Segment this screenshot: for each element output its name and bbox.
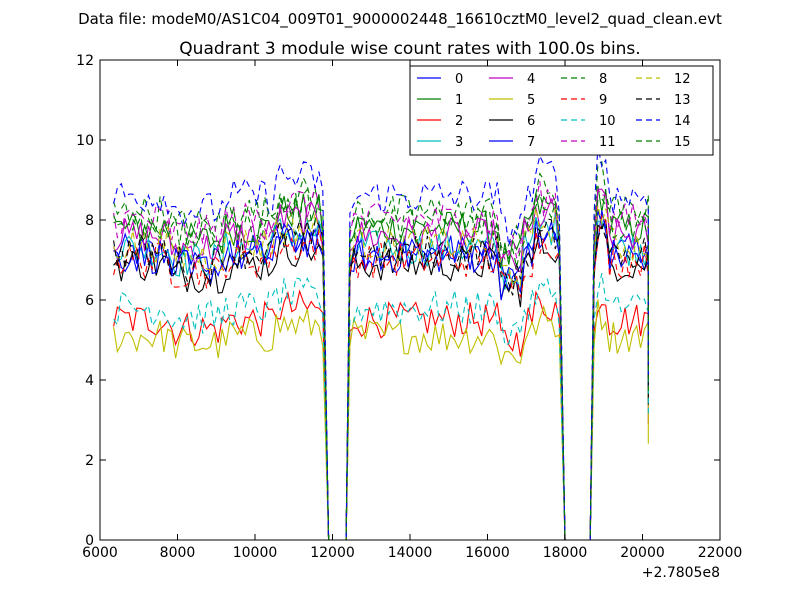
series-line-15 (113, 188, 649, 540)
series-line-5 (113, 299, 649, 540)
y-tick-label: 2 (85, 453, 94, 469)
series-line-12 (113, 205, 649, 540)
legend-label-9: 9 (599, 93, 607, 108)
series-line-1 (113, 185, 649, 540)
x-tick-label: 10000 (233, 545, 278, 561)
legend-label-5: 5 (527, 93, 535, 108)
x-tick-label: 16000 (465, 545, 510, 561)
legend-label-12: 12 (674, 72, 691, 87)
y-tick-label: 8 (85, 213, 94, 229)
series-line-4 (113, 188, 649, 540)
legend-label-10: 10 (599, 114, 616, 129)
series-line-13 (113, 218, 649, 540)
series-line-3 (113, 212, 649, 540)
legend-label-15: 15 (674, 135, 691, 150)
legend-label-1: 1 (455, 93, 463, 108)
x-tick-label: 14000 (388, 545, 433, 561)
series-line-11 (113, 181, 649, 540)
legend-label-7: 7 (527, 135, 535, 150)
series-line-10 (113, 272, 649, 540)
legend-label-14: 14 (674, 114, 691, 129)
y-tick-label: 0 (85, 533, 94, 549)
legend-label-11: 11 (599, 135, 616, 150)
series-line-14 (113, 145, 649, 540)
x-tick-label: 22000 (698, 545, 743, 561)
x-tick-label: 12000 (310, 545, 355, 561)
x-tick-label: 8000 (160, 545, 196, 561)
y-tick-label: 10 (76, 133, 94, 149)
y-tick-label: 12 (76, 53, 94, 69)
legend-label-8: 8 (599, 72, 607, 87)
legend-label-3: 3 (455, 135, 463, 150)
y-tick-label: 6 (85, 293, 94, 309)
y-tick-label: 4 (85, 373, 94, 389)
series-line-9 (113, 214, 649, 540)
legend-box (409, 65, 714, 156)
legend-label-2: 2 (455, 114, 463, 129)
series-layer (113, 145, 649, 540)
series-line-6 (113, 219, 649, 540)
x-offset-label: +2.7805e8 (642, 565, 720, 581)
chart-title: Quadrant 3 module wise count rates with … (179, 39, 640, 59)
legend-label-0: 0 (455, 72, 463, 87)
suptitle: Data file: modeM0/AS1C04_009T01_90000024… (78, 10, 722, 29)
legend-label-4: 4 (527, 72, 535, 87)
ticks-layer: 6000 8000 10000 12000 14000 16000 18000 20000 22… (76, 53, 742, 561)
x-tick-label: 6000 (82, 545, 118, 561)
x-tick-label: 20000 (620, 545, 665, 561)
legend-label-13: 13 (674, 93, 691, 108)
x-tick-label: 18000 (543, 545, 588, 561)
legend-label-6: 6 (527, 114, 535, 129)
series-line-8 (113, 160, 649, 540)
